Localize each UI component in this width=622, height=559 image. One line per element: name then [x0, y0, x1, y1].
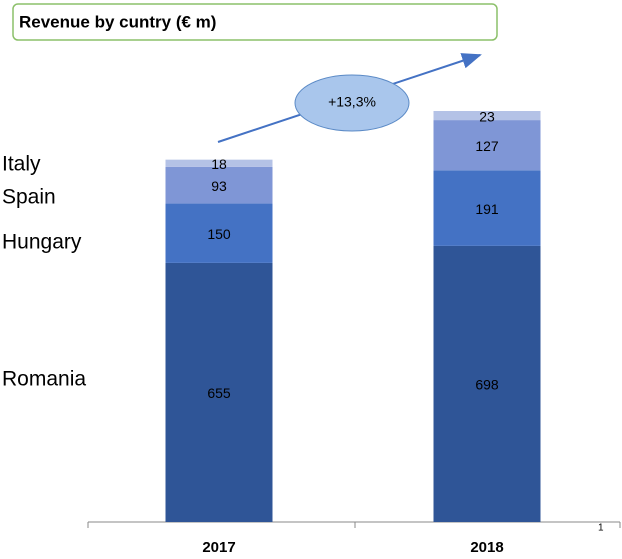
data-label: 127 [475, 138, 499, 154]
data-label: 698 [475, 377, 499, 393]
data-label: 191 [475, 201, 499, 217]
x-tick-label: 2018 [470, 539, 503, 556]
bar-segment [433, 120, 541, 171]
bar-segment [433, 111, 541, 121]
legend-label: Spain [2, 186, 56, 209]
bar-segment [165, 159, 273, 167]
legend-label: Italy [2, 153, 41, 176]
bar-segment [165, 203, 273, 263]
annotation: +13,3% [328, 94, 376, 110]
data-label: 655 [207, 385, 231, 401]
title-box [12, 3, 498, 41]
legend-label: Hungary [2, 231, 82, 254]
annotation-bubble [294, 74, 410, 132]
bar-segment [165, 262, 273, 522]
data-label: 150 [207, 226, 231, 242]
legend-label: Romania [2, 368, 86, 391]
x-tick-label: 2017 [202, 539, 235, 556]
bar-segment [433, 170, 541, 246]
data-label: 18 [211, 156, 227, 172]
bar-segment [433, 245, 541, 523]
chart-title: Revenue by cuntry (€ m) [19, 12, 216, 31]
data-label: 23 [479, 108, 495, 124]
data-label: 93 [211, 178, 227, 194]
page-number: 1 [598, 523, 604, 534]
bar-segment [165, 166, 273, 204]
